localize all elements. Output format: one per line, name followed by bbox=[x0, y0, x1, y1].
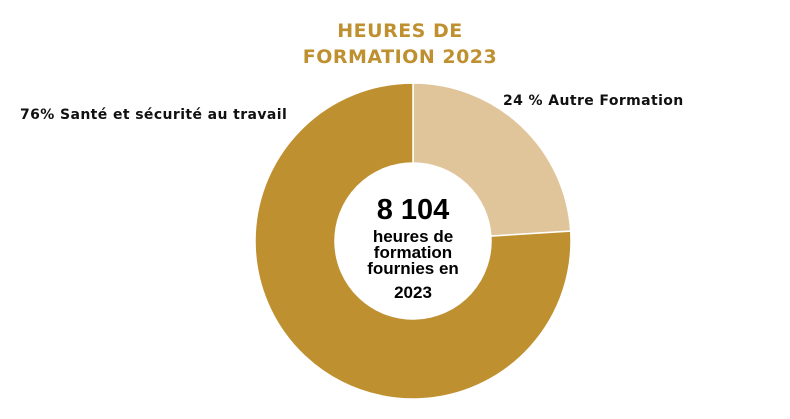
slice-label-autre-formation: 24 % Autre Formation bbox=[503, 93, 684, 109]
chart-title-line-1: HEURES DE bbox=[337, 20, 463, 42]
total-hours-value: 8 104 bbox=[376, 194, 450, 226]
chart-title: HEURES DE FORMATION 2023 bbox=[250, 18, 550, 70]
slice-sante-securite bbox=[254, 82, 572, 400]
slice-autre-formation bbox=[412, 82, 572, 237]
donut-center-text: 8 104 heures de formation fournies en 20… bbox=[343, 193, 483, 303]
slice-label-sante-securite: 76% Santé et sécurité au travail bbox=[20, 107, 288, 123]
total-hours-description: heures de formation fournies en bbox=[367, 227, 459, 278]
chart-title-line-2: FORMATION 2023 bbox=[302, 46, 498, 68]
total-hours-year: 2023 bbox=[394, 283, 432, 302]
